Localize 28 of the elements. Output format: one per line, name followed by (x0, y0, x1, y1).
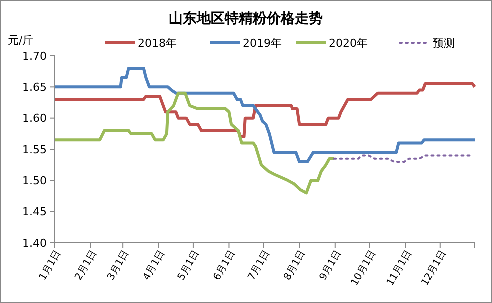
x-tick-label: 9月1日 (318, 248, 344, 283)
x-tick-label: 4月1日 (142, 248, 168, 283)
x-tick-label: 11月1日 (385, 248, 414, 288)
x-tick-label: 7月1日 (246, 248, 272, 283)
y-tick-label: 1.55 (22, 143, 47, 156)
line-series (54, 92, 336, 195)
legend-label: 2019年 (243, 36, 282, 50)
x-tick-label: 6月1日 (212, 248, 238, 283)
y-tick-label: 1.70 (22, 50, 47, 63)
x-tick-label: 5月1日 (176, 248, 202, 283)
x-tick-label: 8月1日 (282, 248, 308, 283)
x-tick-label: 2月1日 (74, 248, 100, 283)
x-tick-label: 3月1日 (106, 248, 132, 283)
x-tick-label: 1月1日 (38, 248, 64, 283)
y-tick-label: 1.65 (22, 81, 47, 94)
y-axis-title: 元/斤 (8, 34, 34, 47)
line-series (54, 82, 476, 139)
chart-title: 山东地区特精粉价格走势 (169, 10, 323, 27)
legend-label: 2018年 (138, 36, 177, 50)
y-tick-label: 1.45 (22, 206, 47, 219)
y-tick-label: 1.60 (22, 112, 47, 126)
legend-label: 预测 (433, 36, 455, 50)
x-tick-label: 10月1日 (350, 248, 379, 288)
legend-label: 2020年 (329, 36, 368, 50)
line-series (54, 66, 476, 164)
y-tick-label: 1.50 (22, 174, 47, 188)
x-tick-label: 12月1日 (420, 248, 450, 288)
y-tick-label: 1.40 (22, 236, 47, 250)
